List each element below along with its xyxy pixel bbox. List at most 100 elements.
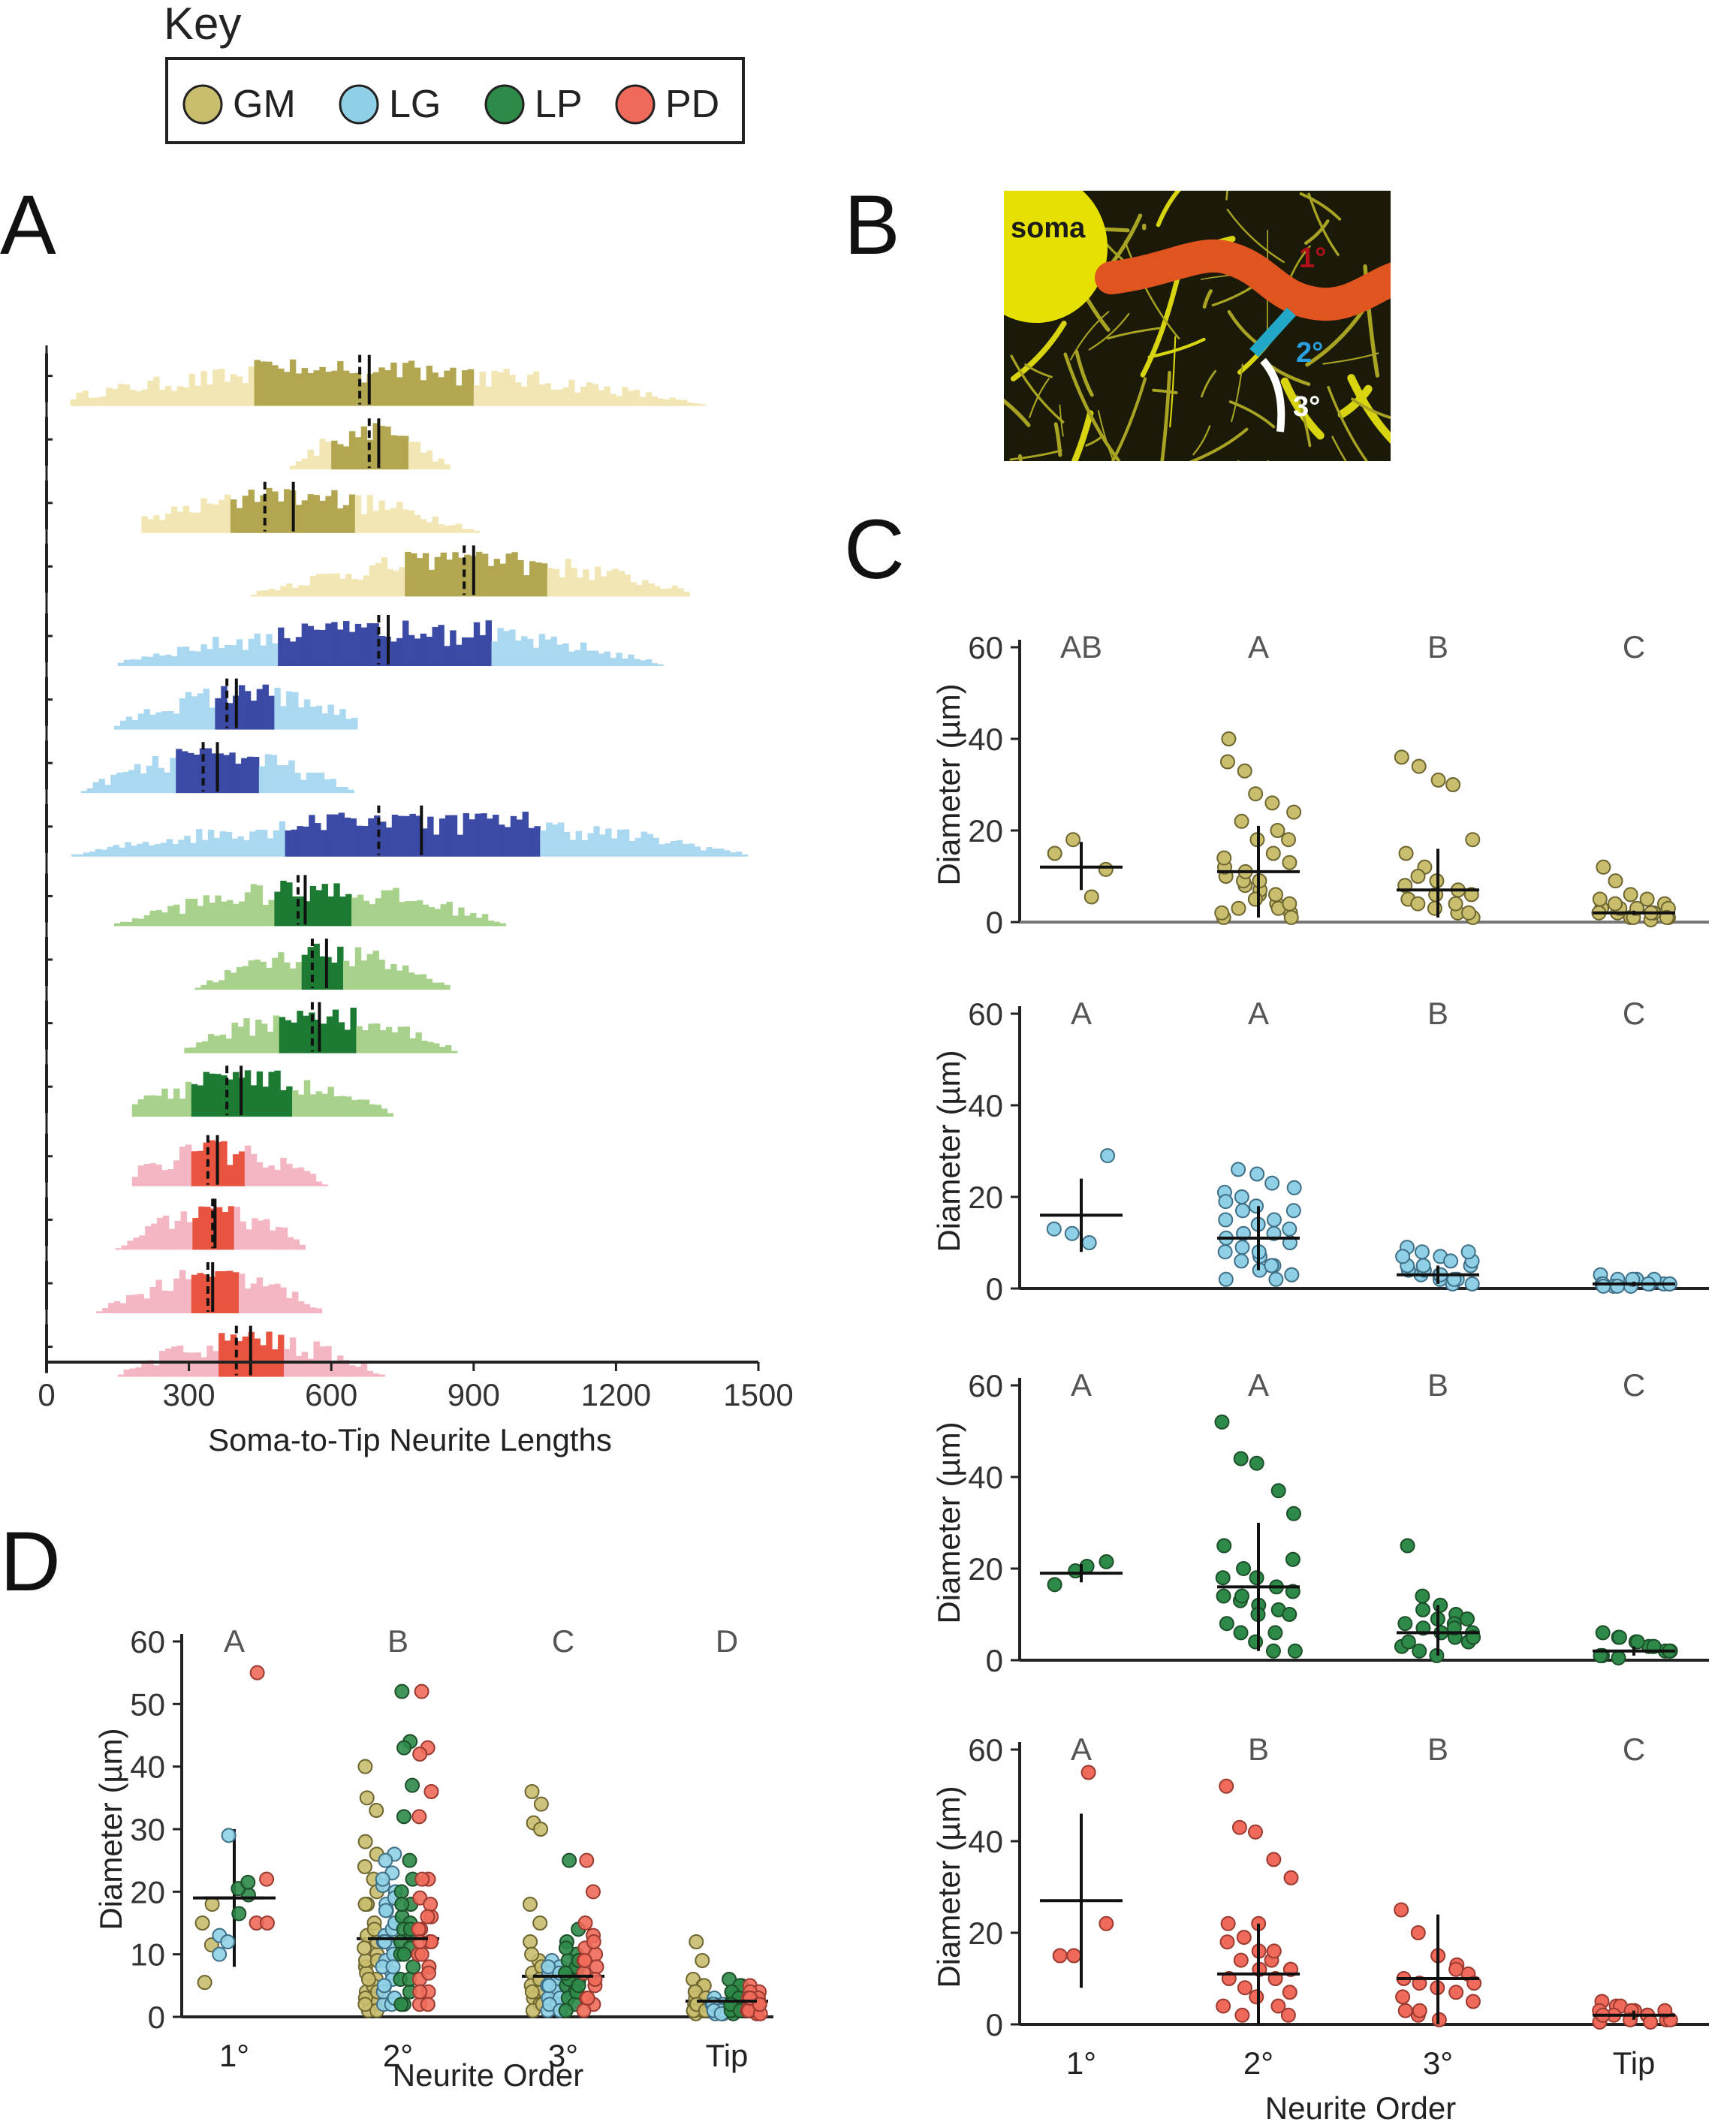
histogram-bin xyxy=(250,594,258,597)
histogram-bin xyxy=(182,505,190,533)
data-point xyxy=(393,1884,409,1900)
histogram-bin xyxy=(422,904,429,927)
histogram-bin xyxy=(301,623,309,666)
data-point xyxy=(1234,1203,1250,1219)
data-point xyxy=(259,1871,275,1887)
legend-label-pd: PD xyxy=(665,83,719,126)
histogram-bin xyxy=(354,623,362,666)
x-tick-label: 3° xyxy=(1423,2045,1453,2081)
histogram-bin xyxy=(357,579,364,597)
histogram-bin xyxy=(255,1019,262,1053)
y-tick-label: 40 xyxy=(968,1460,1003,1495)
histogram-bin xyxy=(297,826,303,857)
x-tick-label: 900 xyxy=(448,1377,500,1412)
histogram-bin xyxy=(387,569,393,597)
histogram-bin xyxy=(206,649,213,666)
histogram-bin xyxy=(333,573,340,597)
data-point xyxy=(1233,1952,1249,1968)
histogram-bin xyxy=(403,1026,410,1053)
histogram-bin xyxy=(242,1336,249,1377)
histogram-bin xyxy=(203,1142,209,1186)
histogram-bin xyxy=(450,367,457,406)
legend-label-lg: LG xyxy=(389,83,441,126)
histogram-bin xyxy=(456,385,463,406)
data-point xyxy=(378,1903,393,1919)
histogram-bin xyxy=(267,1031,274,1053)
neurite-branch xyxy=(1074,349,1094,397)
histogram-bin xyxy=(553,568,560,597)
y-tick-label: 0 xyxy=(986,2007,1003,2042)
histogram-bin xyxy=(256,689,264,730)
histogram-bin xyxy=(149,910,156,927)
histogram-bin xyxy=(77,854,84,857)
data-point xyxy=(1219,754,1235,770)
histogram-bin xyxy=(159,520,166,533)
histogram-bin xyxy=(403,815,410,857)
histogram-bin xyxy=(292,1168,299,1186)
neurite-branch xyxy=(1267,460,1270,461)
data-point xyxy=(522,1897,538,1912)
data-point xyxy=(533,1796,549,1812)
histogram-bin xyxy=(587,833,594,857)
significance-letter: A xyxy=(224,1623,245,1659)
legend: Key GM LG LP PD xyxy=(164,0,745,144)
histogram-bin xyxy=(339,709,346,730)
y-tick-label: 60 xyxy=(968,630,1003,665)
histogram-bin xyxy=(462,370,469,406)
histogram-bin xyxy=(369,1104,376,1117)
histogram-bin xyxy=(319,439,326,470)
data-point xyxy=(1249,1989,1264,2005)
data-point xyxy=(411,1922,426,1937)
soma-label: soma xyxy=(1011,212,1086,244)
data-point xyxy=(1629,1634,1645,1650)
histogram-bin xyxy=(694,846,701,857)
y-tick-label: 40 xyxy=(130,1750,165,1785)
data-point xyxy=(1395,1249,1411,1264)
histogram-bin xyxy=(378,500,385,533)
histogram-bin xyxy=(280,880,287,927)
histogram-bin xyxy=(266,361,273,406)
histogram-bin xyxy=(194,987,201,990)
data-point xyxy=(1611,1650,1626,1665)
neurite-branch xyxy=(1189,427,1249,461)
histogram-bin xyxy=(240,1221,246,1250)
data-point xyxy=(1220,1916,1236,1931)
histogram-bin xyxy=(343,446,350,470)
histogram-bin xyxy=(276,765,283,794)
histogram-bin xyxy=(194,651,201,666)
histogram-bin xyxy=(333,714,340,730)
histogram-bin xyxy=(111,388,119,406)
histogram-bin xyxy=(262,1087,269,1117)
histogram-bin xyxy=(523,575,530,597)
histogram-bin xyxy=(146,765,153,794)
histogram-bin xyxy=(616,829,624,857)
histogram-bin xyxy=(125,716,133,730)
histogram-bin xyxy=(221,1075,228,1117)
x-tick-label: 1° xyxy=(219,2038,249,2073)
data-point xyxy=(357,1997,373,2012)
histogram-bin xyxy=(348,373,356,406)
legend-swatch-pd xyxy=(615,84,656,125)
data-point xyxy=(1100,1148,1116,1164)
histogram-bin xyxy=(288,760,295,794)
data-point xyxy=(1214,905,1230,921)
histogram-bin xyxy=(505,553,512,597)
histogram-bin xyxy=(605,828,612,857)
histogram-bin xyxy=(604,386,610,406)
histogram-bin xyxy=(238,685,246,730)
histogram-bin xyxy=(280,1157,287,1186)
histogram-bin xyxy=(659,844,665,857)
histogram-bin xyxy=(190,842,197,857)
histogram-bin xyxy=(188,650,195,666)
histogram-bin xyxy=(274,1283,281,1313)
x-tick-label: 2° xyxy=(1243,2045,1273,2081)
data-point xyxy=(1430,772,1446,788)
histogram-bin xyxy=(399,567,405,597)
histogram-bin xyxy=(170,656,178,666)
histogram-bin xyxy=(408,634,415,666)
histogram-bin xyxy=(586,650,593,666)
data-point xyxy=(1410,896,1426,912)
histogram-bin xyxy=(339,1096,346,1117)
histogram-bin xyxy=(122,772,129,794)
histogram-bin xyxy=(242,650,249,666)
